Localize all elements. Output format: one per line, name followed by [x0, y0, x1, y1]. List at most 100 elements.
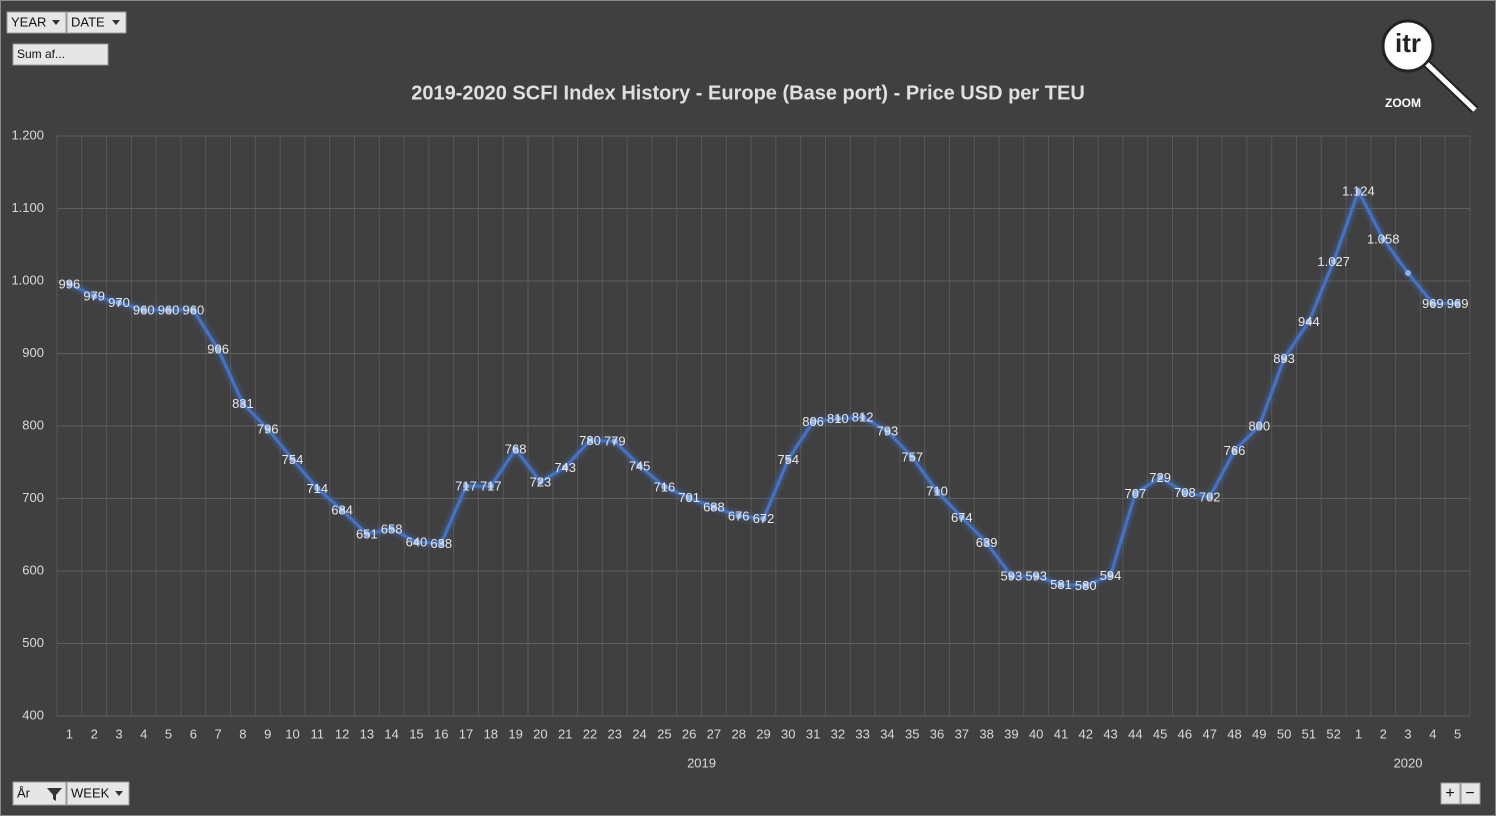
data-point [1256, 423, 1263, 429]
data-label: 996 [59, 276, 81, 291]
x-group-label: 2020 [1394, 755, 1423, 770]
zoom-logo[interactable]: itr ZOOM [1381, 19, 1479, 114]
axis-field-year[interactable]: År [12, 781, 67, 806]
data-point [1231, 447, 1238, 454]
chart-title: 2019-2020 SCFI Index History - Europe (B… [411, 82, 1085, 104]
y-tick-label: 900 [22, 345, 44, 360]
data-label: 768 [505, 442, 527, 457]
zoom-in[interactable]: + [1440, 782, 1461, 805]
data-label: 960 [182, 302, 204, 317]
data-point [834, 415, 841, 422]
data-point [215, 346, 222, 353]
data-point [1355, 188, 1362, 195]
data-label: 658 [381, 521, 403, 536]
data-label: 800 [1248, 418, 1270, 433]
data-label: 707 [1124, 486, 1146, 501]
axis-field-week[interactable]: WEEK [66, 781, 130, 806]
data-label: 723 [530, 474, 552, 489]
data-point [586, 437, 593, 444]
data-point [735, 512, 742, 519]
data-point [1107, 572, 1114, 579]
x-tick-label: 16 [434, 726, 448, 741]
y-tick-label: 400 [22, 707, 44, 722]
x-tick-label: 34 [880, 726, 894, 741]
data-label: 745 [629, 458, 651, 473]
y-tick-label: 1.200 [11, 127, 44, 142]
data-point [1181, 489, 1188, 496]
filter-date[interactable]: DATE [66, 11, 127, 34]
data-label: 960 [158, 302, 180, 317]
x-tick-label: 29 [756, 726, 770, 741]
data-label: 743 [554, 460, 576, 475]
data-label: 593 [1001, 569, 1023, 584]
x-tick-label: 24 [632, 726, 646, 741]
x-tick-label: 25 [657, 726, 671, 741]
data-point [413, 539, 420, 545]
data-label: 716 [653, 479, 675, 494]
data-label: 594 [1100, 568, 1122, 583]
data-point [1281, 355, 1288, 362]
data-label: 640 [406, 534, 428, 549]
data-label: 796 [257, 421, 279, 436]
data-point [983, 539, 990, 546]
button-label: YEAR [11, 14, 46, 29]
filter-year[interactable]: YEAR [6, 11, 67, 34]
x-group-label: 2019 [687, 755, 716, 770]
x-tick-label: 2 [91, 726, 98, 741]
data-label: 581 [1050, 577, 1072, 592]
x-tick-label: 12 [335, 726, 349, 741]
data-point [66, 280, 73, 287]
data-label: 766 [1224, 443, 1246, 458]
x-tick-label: 6 [190, 726, 197, 741]
data-label: 688 [703, 500, 725, 515]
button-label: − [1465, 785, 1474, 802]
x-tick-label: 21 [558, 726, 572, 741]
data-point [810, 418, 817, 425]
data-label: 1.124 [1342, 184, 1375, 199]
data-label: 757 [901, 450, 923, 465]
x-tick-label: 9 [264, 726, 271, 741]
data-point [1057, 581, 1064, 588]
data-point [487, 483, 494, 490]
data-point [140, 307, 147, 313]
data-point [314, 485, 321, 492]
data-label: 651 [356, 526, 378, 541]
data-point [463, 483, 470, 490]
data-point [239, 400, 246, 407]
x-tick-label: 36 [930, 726, 944, 741]
x-tick-label: 1 [66, 726, 73, 741]
data-label: 708 [1174, 485, 1196, 500]
x-tick-label: 35 [905, 726, 919, 741]
data-label: 638 [430, 536, 452, 551]
x-tick-label: 26 [682, 726, 696, 741]
x-tick-label: 11 [311, 726, 325, 741]
data-point [884, 428, 891, 435]
data-label: 701 [678, 490, 700, 505]
y-tick-label: 700 [22, 490, 44, 505]
data-label: 793 [877, 424, 899, 439]
data-point [537, 478, 544, 485]
x-tick-label: 38 [979, 726, 993, 741]
zoom-out[interactable]: − [1460, 782, 1481, 805]
data-point [562, 464, 569, 471]
x-tick-label: 32 [831, 726, 845, 741]
y-tick-label: 600 [22, 562, 44, 577]
x-tick-label: 52 [1326, 726, 1340, 741]
value-field[interactable]: Sum af... [12, 43, 109, 66]
button-label: Sum af... [17, 47, 65, 61]
x-tick-label: 43 [1103, 726, 1117, 741]
x-tick-label: 42 [1079, 726, 1093, 741]
data-point [165, 307, 172, 313]
data-label: 970 [108, 295, 130, 310]
data-label: 702 [1199, 489, 1221, 504]
data-point [363, 531, 370, 538]
data-point [636, 462, 643, 469]
y-tick-label: 500 [22, 635, 44, 650]
data-point [1330, 258, 1337, 265]
data-label: 714 [306, 481, 328, 496]
data-point [1082, 582, 1089, 589]
data-point [91, 293, 98, 300]
data-label: 717 [480, 479, 502, 494]
data-label: 1.058 [1367, 231, 1400, 246]
